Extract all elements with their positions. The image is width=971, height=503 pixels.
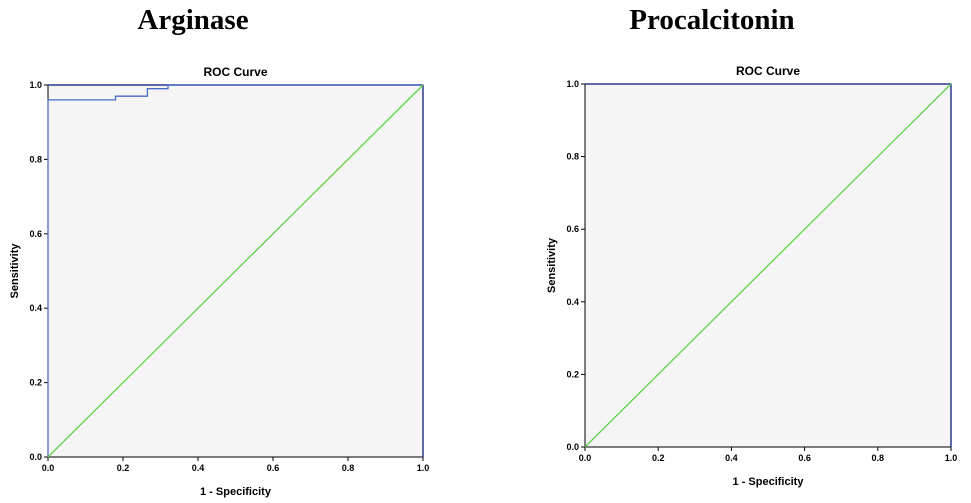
procalcitonin-plot: ROC Curve 0.0 0.2 0.4 0.6 0.8 1.0 0.0 0.2 0.4 0.6 0…	[546, 64, 957, 488]
arginase-plot: ROC Curve 0.0 0.2 0.4 0.6 0.8 1.0 0.0 0.2 0.4 0.6 0…	[9, 65, 429, 498]
procalcitonin-title: Procalcitonin	[629, 4, 795, 36]
arginase-x-tick-label: 0.0	[42, 463, 55, 473]
procalcitonin-y-tick-label: 0.8	[566, 152, 579, 162]
arginase-y-tick-label: 0.0	[29, 452, 42, 462]
arginase-reference-line	[47, 84, 424, 458]
procalcitonin-x-tick-label: 0.0	[579, 453, 592, 463]
arginase-x-tick-label: 1.0	[417, 463, 430, 473]
procalcitonin-y-tick-label: 0.0	[566, 442, 579, 452]
procalcitonin-x-tick-label: 0.6	[798, 453, 811, 463]
arginase-y-tick-label: 0.6	[29, 229, 42, 239]
procalcitonin-y-tick-label: 0.4	[566, 297, 579, 307]
procalcitonin-y-tick-label: 1.0	[566, 79, 579, 89]
procalcitonin-x-tick-label: 1.0	[945, 453, 958, 463]
arginase-x-tick-label: 0.6	[267, 463, 280, 473]
arginase-y-tick-label: 0.4	[29, 303, 42, 313]
procalcitonin-x-tick-label: 0.2	[652, 453, 665, 463]
procalcitonin-reference-line	[584, 83, 952, 448]
procalcitonin-y-axis-label: Sensitivity	[546, 237, 558, 293]
procalcitonin-y-tick-label: 0.2	[566, 369, 579, 379]
arginase-x-tick-label: 0.8	[342, 463, 355, 473]
arginase-y-tick-label: 0.2	[29, 378, 42, 388]
arginase-y-tick-label: 1.0	[29, 80, 42, 90]
arginase-x-tick-label: 0.2	[117, 463, 130, 473]
arginase-y-tick-label: 0.8	[29, 154, 42, 164]
arginase-x-axis-label: 1 - Specificity	[200, 486, 272, 498]
procalcitonin-x-tick-label: 0.4	[725, 453, 738, 463]
arginase-roc-line	[47, 84, 423, 457]
arginase-x-tick-label: 0.4	[192, 463, 205, 473]
arginase-title: Arginase	[137, 4, 249, 36]
procalcitonin-x-axis-label: 1 - Specificity	[733, 476, 805, 488]
procalcitonin-y-tick-label: 0.6	[566, 224, 579, 234]
arginase-plot-title: ROC Curve	[203, 65, 267, 79]
arginase-y-axis-label: Sensitivity	[9, 243, 21, 299]
procalcitonin-plot-title: ROC Curve	[736, 64, 800, 78]
procalcitonin-x-tick-label: 0.8	[872, 453, 885, 463]
